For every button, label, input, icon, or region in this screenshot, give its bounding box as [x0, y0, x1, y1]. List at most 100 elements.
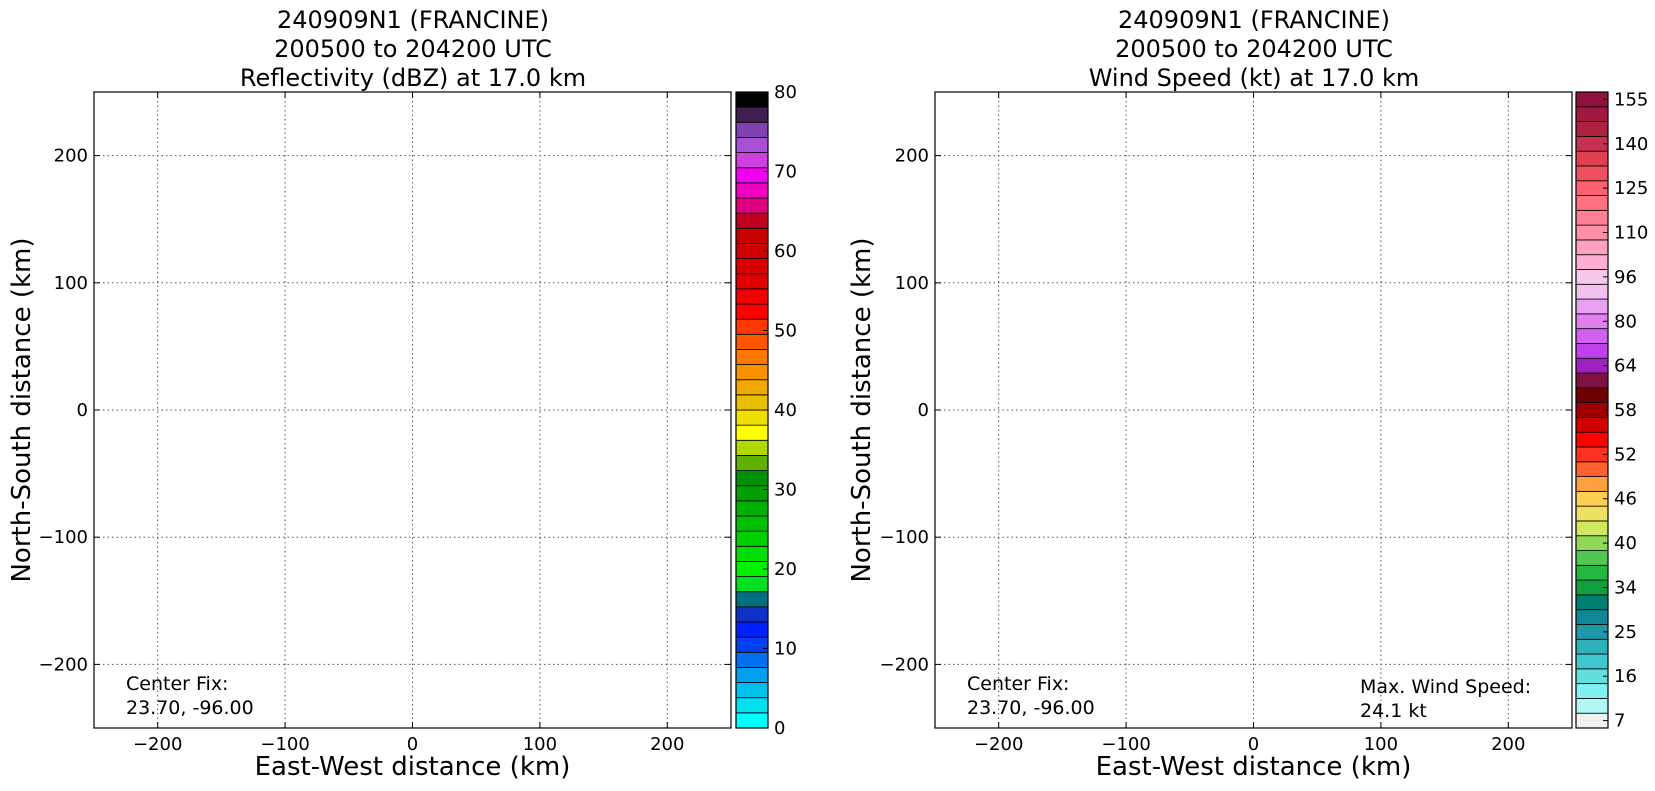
center-fix-annotation: 23.70, -96.00 — [126, 697, 254, 719]
colorbar-segment — [1575, 254, 1609, 270]
colorbar-tick-label: 7 — [1614, 711, 1625, 732]
colorbar-segment — [735, 364, 769, 381]
colorbar-segment — [735, 333, 769, 350]
colorbar-segment — [1575, 165, 1609, 182]
colorbar-segment — [735, 682, 769, 699]
y-axis-label: North-South distance (km) — [7, 237, 37, 582]
x-tick-label: 200 — [650, 734, 684, 755]
x-tick-label: 100 — [1364, 734, 1398, 755]
wind-speed-panel: 240909N1 (FRANCINE)200500 to 204200 UTCW… — [847, 6, 1648, 782]
colorbar-segment — [735, 500, 769, 517]
center-fix-annotation: Center Fix: — [126, 673, 228, 695]
y-tick-label: 100 — [54, 273, 88, 294]
colorbar-tick-label: 125 — [1614, 178, 1648, 199]
chart-title-line: 200500 to 204200 UTC — [1115, 35, 1393, 63]
colorbar-segment — [1575, 653, 1609, 670]
colorbar-segment — [735, 651, 769, 668]
plot-frame — [93, 91, 732, 729]
x-tick-label: 0 — [1248, 734, 1259, 755]
colorbar-tick-label: 40 — [774, 400, 797, 421]
colorbar-segment — [1575, 594, 1609, 611]
x-tick-label: −200 — [974, 734, 1023, 755]
colorbar-segment — [1575, 150, 1609, 167]
y-tick-label: 0 — [77, 400, 88, 421]
y-tick-label: 0 — [918, 400, 929, 421]
x-tick-label: 200 — [1491, 734, 1525, 755]
colorbar-segment — [735, 576, 769, 593]
colorbar-segment — [735, 258, 769, 275]
colorbar-segment — [735, 636, 769, 653]
x-tick-label: −100 — [1101, 734, 1150, 755]
colorbar-tick-label: 0 — [774, 718, 785, 739]
colorbar-segment — [735, 227, 769, 244]
colorbar-segment — [735, 439, 769, 456]
colorbar-segment — [735, 121, 769, 138]
colorbar-tick-label: 25 — [1614, 622, 1637, 643]
colorbar-tick-label: 64 — [1614, 356, 1637, 377]
colorbar-segment — [735, 470, 769, 487]
colorbar-segment — [735, 621, 769, 638]
colorbar-segment — [735, 182, 769, 199]
y-axis-label: North-South distance (km) — [847, 237, 877, 582]
colorbar-tick-label: 58 — [1614, 400, 1637, 421]
colorbar-segment — [735, 697, 769, 714]
colorbar-segment — [1575, 298, 1609, 315]
colorbar-segment — [735, 137, 769, 153]
reflectivity-panel: 240909N1 (FRANCINE)200500 to 204200 UTCR… — [7, 6, 797, 782]
plot-area — [935, 92, 1572, 728]
chart-title-line: 200500 to 204200 UTC — [274, 35, 552, 63]
colorbar-segment — [735, 591, 769, 608]
colorbar-segment — [735, 545, 769, 562]
colorbar-segment — [1575, 372, 1609, 389]
colorbar-segment — [735, 606, 769, 623]
colorbar-tick-label: 20 — [774, 559, 797, 580]
colorbar-segment — [735, 91, 769, 108]
colorbar-tick-label: 80 — [1614, 311, 1637, 332]
colorbar-segment — [1575, 195, 1609, 211]
colorbar-segment — [1575, 550, 1609, 566]
x-tick-label: 100 — [523, 734, 557, 755]
colorbar-segment — [735, 424, 769, 441]
colorbar-tick-label: 110 — [1614, 223, 1648, 244]
chart-title-line: Reflectivity (dBZ) at 17.0 km — [240, 64, 586, 92]
colorbar-segment — [1575, 209, 1609, 226]
max-wind-annotation: 24.1 kt — [1360, 700, 1427, 722]
colorbar-segment — [735, 530, 769, 547]
colorbar-segment — [1575, 431, 1609, 448]
colorbar-tick-label: 60 — [774, 241, 797, 262]
colorbar-tick-label: 30 — [774, 480, 797, 501]
colorbar-segment — [735, 152, 769, 169]
x-tick-label: −200 — [133, 734, 182, 755]
colorbar-tick-label: 10 — [774, 639, 797, 660]
colorbar-segment — [1575, 461, 1609, 477]
center-fix-annotation: 23.70, -96.00 — [967, 697, 1095, 719]
x-axis-label: East-West distance (km) — [255, 752, 571, 782]
colorbar-segment — [735, 318, 769, 335]
x-axis-label: East-West distance (km) — [1096, 752, 1412, 782]
colorbar-tick-label: 46 — [1614, 489, 1637, 510]
colorbar-segment — [1575, 476, 1609, 492]
y-tick-label: −100 — [880, 527, 929, 548]
colorbar-segment — [1575, 638, 1609, 655]
y-tick-label: 200 — [54, 146, 88, 167]
colorbar-segment — [1575, 343, 1609, 359]
colorbar-segment — [735, 288, 769, 305]
colorbar-tick-label: 96 — [1614, 267, 1637, 288]
colorbar-tick-label: 40 — [1614, 533, 1637, 554]
colorbar-segment — [735, 409, 769, 426]
colorbar-segment — [1575, 520, 1609, 537]
colorbar-segment — [1575, 121, 1609, 137]
colorbar-segment — [735, 515, 769, 532]
colorbar-segment — [1575, 387, 1609, 404]
colorbar-segment — [735, 349, 769, 365]
colorbar-segment — [735, 379, 769, 396]
colorbar-segment — [1575, 239, 1609, 256]
colorbar-segment — [735, 485, 769, 502]
colorbar-tick-label: 16 — [1614, 666, 1637, 687]
colorbar-tick-label: 52 — [1614, 444, 1637, 465]
x-tick-label: −100 — [260, 734, 309, 755]
colorbar-segment — [1575, 698, 1609, 714]
colorbar-segment — [1575, 283, 1609, 300]
max-wind-annotation: Max. Wind Speed: — [1360, 676, 1531, 698]
